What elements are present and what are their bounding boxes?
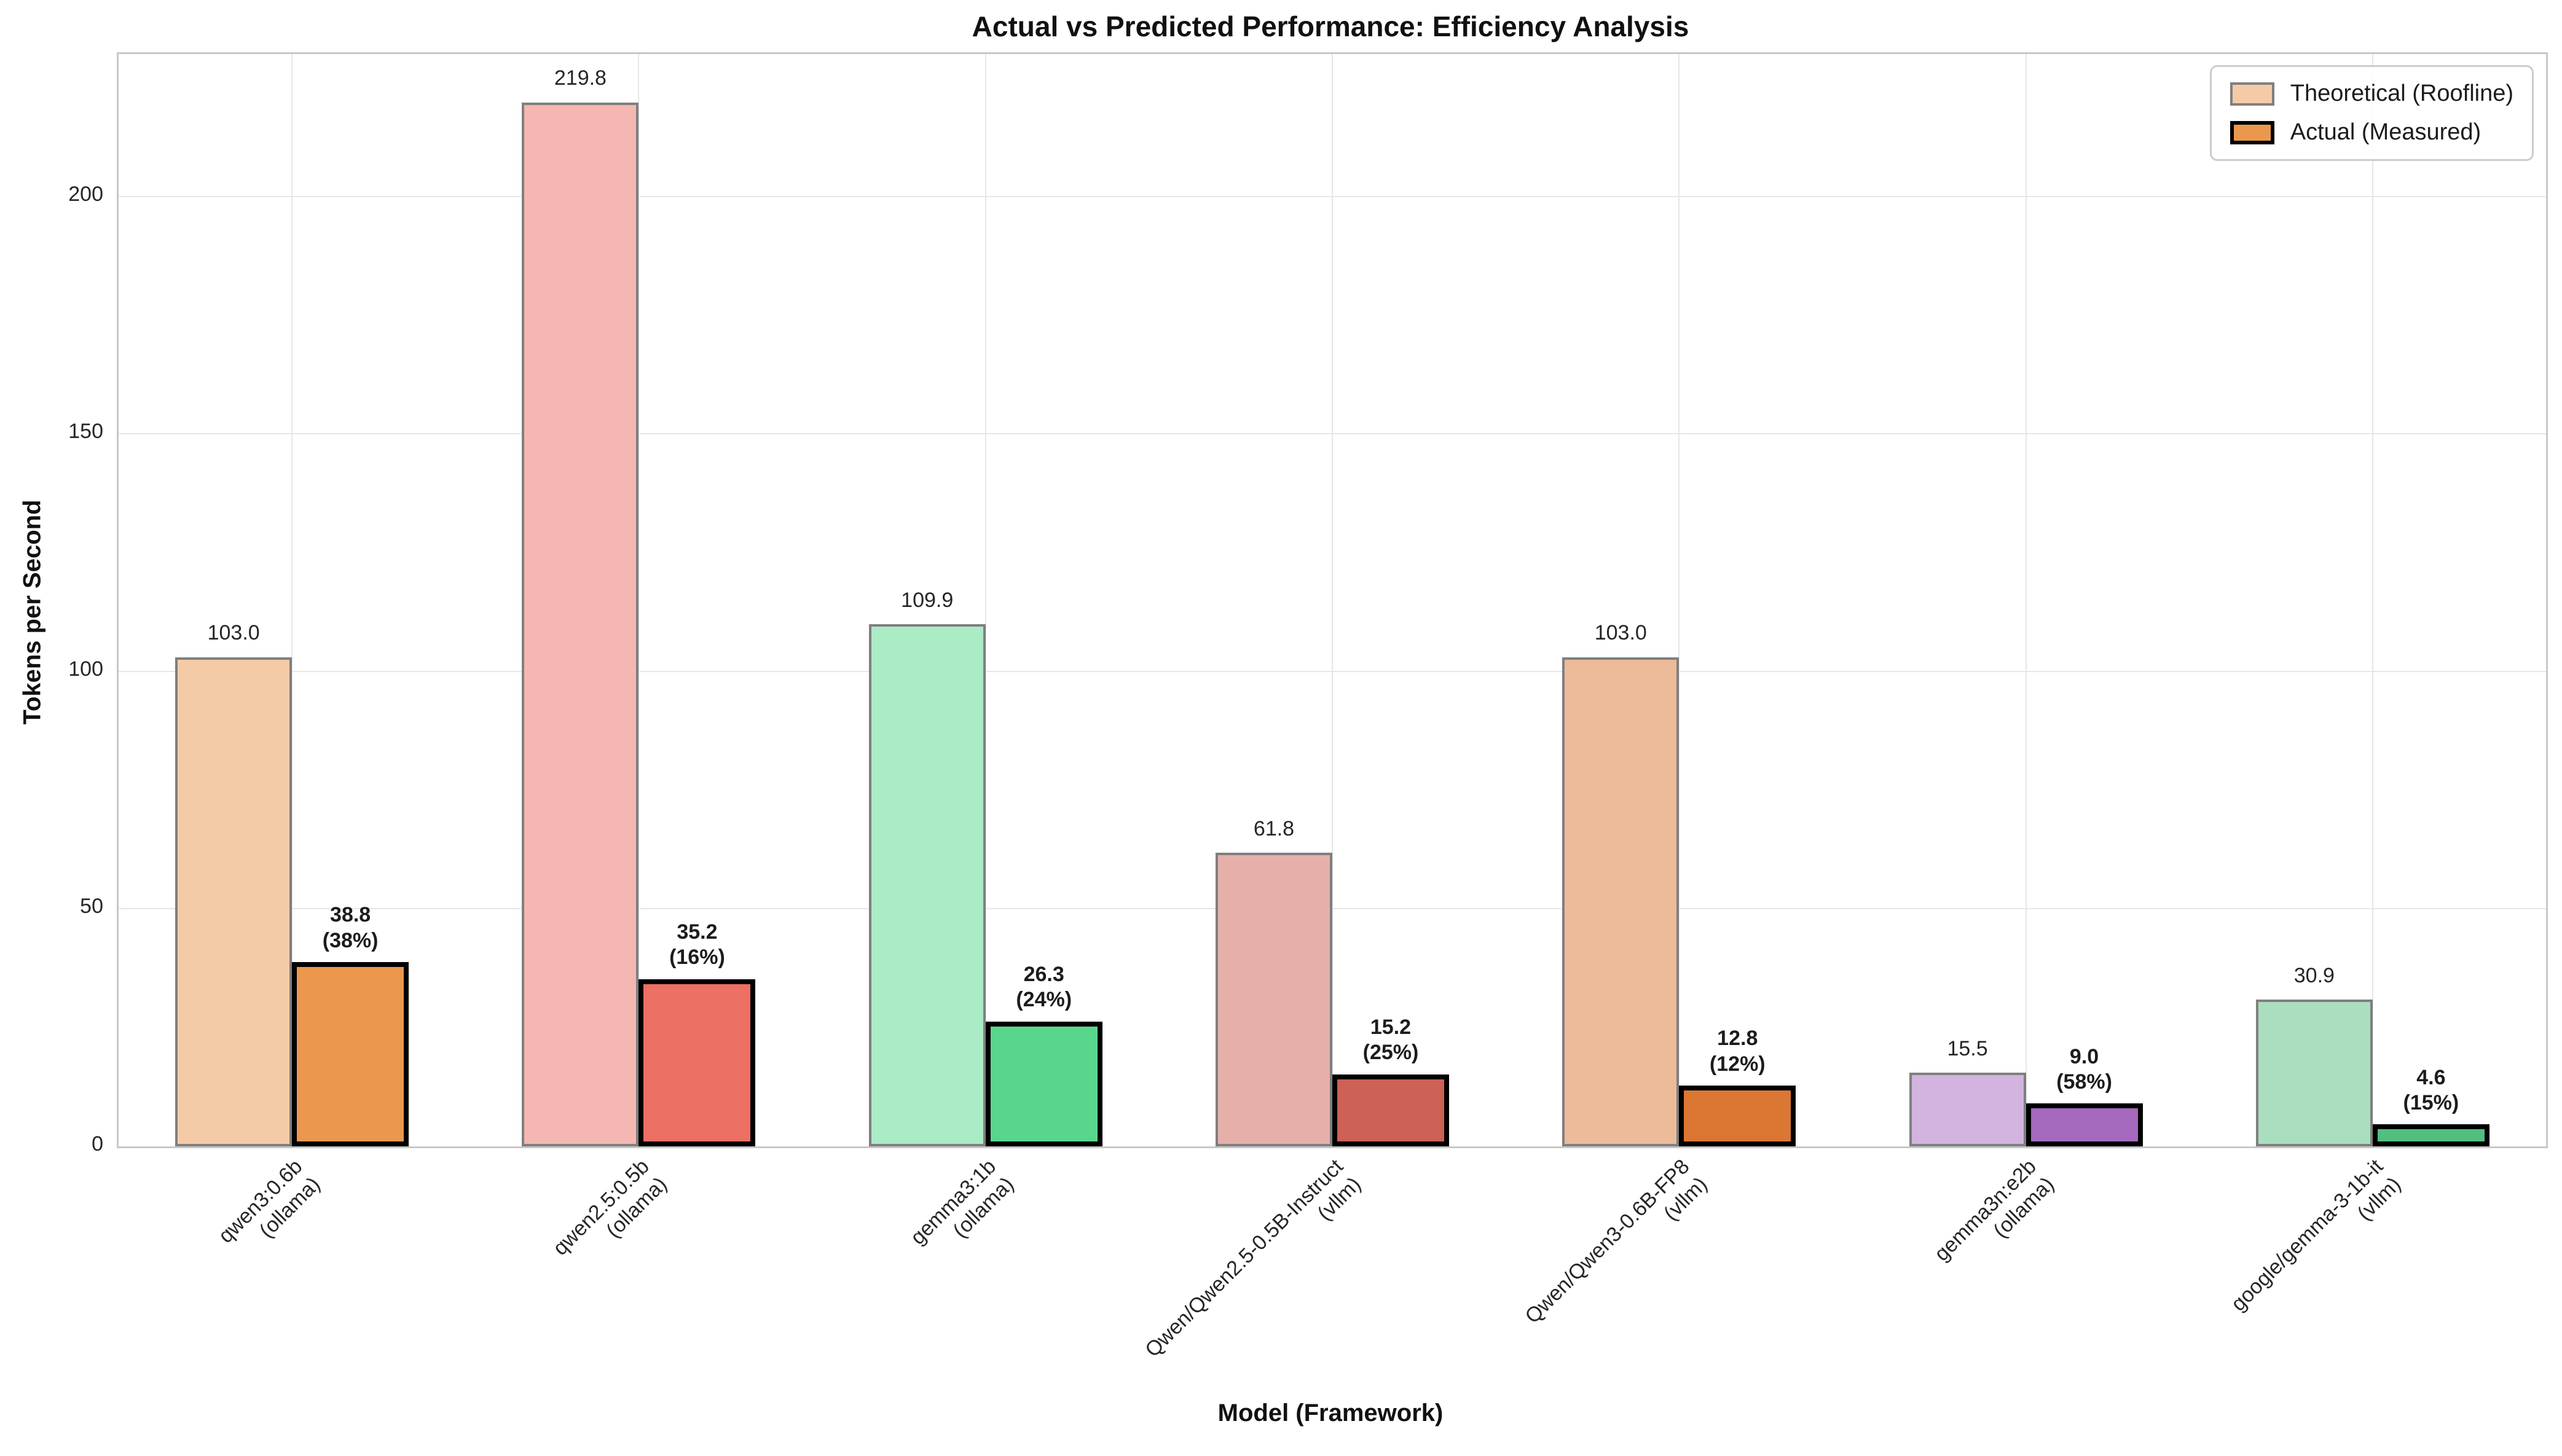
value-label-actual-0: 38.8 (38%)	[322, 903, 379, 952]
value-label-theoretical-3: 61.8	[1253, 816, 1295, 840]
value-label-actual-4: 12.8 (12%)	[1709, 1027, 1766, 1076]
value-label-theoretical-4: 103.0	[1594, 621, 1647, 645]
bar-theoretical-4	[1562, 657, 1680, 1146]
x-tick-label: qwen3:0.6b (ollama)	[214, 1154, 326, 1267]
bar-theoretical-0	[175, 657, 293, 1146]
bar-actual-1	[639, 979, 756, 1146]
gridline-vertical	[984, 54, 986, 1146]
bar-actual-0	[292, 962, 409, 1146]
gridline-vertical	[1332, 54, 1333, 1146]
x-axis-label: Model (Framework)	[1217, 1399, 1444, 1427]
bar-actual-4	[1679, 1086, 1796, 1146]
bar-actual-6	[2372, 1124, 2489, 1146]
legend-label-actual: Actual (Measured)	[2290, 119, 2481, 145]
x-tick-label-model: Qwen/Qwen2.5-0.5B-Instruct	[1140, 1154, 1348, 1362]
x-tick-label-framework: (vllm)	[2353, 1173, 2406, 1226]
value-label-actual-2: 26.3 (24%)	[1016, 962, 1072, 1012]
x-tick-label: Qwen/Qwen2.5-0.5B-Instruct (vllm)	[1140, 1154, 1367, 1381]
value-label-theoretical-2: 109.9	[901, 588, 954, 612]
value-label-theoretical-6: 30.9	[2293, 963, 2335, 987]
legend-item-actual: Actual (Measured)	[2230, 119, 2513, 146]
y-tick-label: 200	[68, 182, 103, 206]
legend-swatch-actual	[2230, 120, 2274, 144]
gridline-vertical	[638, 54, 640, 1146]
value-label-actual-1: 35.2 (16%)	[669, 920, 725, 969]
x-tick-label-framework: (vllm)	[1313, 1173, 1365, 1226]
plot-area: 103.0 38.8 (38%) 219.8 35.2 (16%) 109.9 26.3 …	[117, 52, 2548, 1148]
x-tick-label-model: Qwen/Qwen3-0.6B-FP8	[1520, 1154, 1694, 1328]
value-label-actual-6: 4.6 (15%)	[2403, 1065, 2459, 1114]
x-tick-label-framework: (vllm)	[1659, 1173, 1713, 1226]
bar-theoretical-6	[2255, 1000, 2373, 1146]
gridline-vertical	[1678, 54, 1680, 1146]
gridline-vertical	[2025, 54, 2027, 1146]
bar-theoretical-1	[522, 102, 639, 1146]
bar-theoretical-3	[1216, 853, 1332, 1146]
value-label-theoretical-1: 219.8	[554, 66, 607, 90]
x-tick-label: google/gemma-3-1b-it (vllm)	[2226, 1154, 2407, 1335]
bar-actual-2	[985, 1021, 1102, 1146]
legend-swatch-theoretical	[2230, 82, 2274, 106]
bar-actual-5	[2026, 1103, 2143, 1146]
bar-theoretical-2	[868, 624, 986, 1146]
x-tick-label: qwen2.5:0.5b (ollama)	[548, 1154, 673, 1279]
x-tick-label: gemma3:1b (ollama)	[906, 1154, 1020, 1269]
bar-actual-3	[1332, 1074, 1449, 1146]
gridline-vertical	[291, 54, 293, 1146]
bar-theoretical-5	[1909, 1073, 2026, 1146]
y-tick-label: 150	[68, 420, 103, 444]
y-tick-label: 0	[92, 1132, 103, 1156]
value-label-actual-5: 9.0 (58%)	[2056, 1044, 2112, 1094]
legend-label-theoretical: Theoretical (Roofline)	[2290, 80, 2513, 106]
value-label-actual-3: 15.2 (25%)	[1362, 1015, 1419, 1065]
y-tick-label: 50	[80, 894, 103, 918]
y-axis-label: Tokens per Second	[18, 499, 46, 725]
legend: Theoretical (Roofline) Actual (Measured)	[2209, 65, 2534, 161]
value-label-theoretical-0: 103.0	[207, 621, 260, 645]
y-tick-label: 100	[68, 657, 103, 681]
x-tick-label: gemma3n:e2b (ollama)	[1930, 1154, 2060, 1285]
x-tick-label: Qwen/Qwen3-0.6B-FP8 (vllm)	[1520, 1154, 1713, 1347]
value-label-theoretical-5: 15.5	[1947, 1036, 1988, 1060]
x-tick-label-model: google/gemma-3-1b-it	[2226, 1154, 2388, 1316]
chart-title: Actual vs Predicted Performance: Efficie…	[972, 10, 1689, 42]
gridline-vertical	[2371, 54, 2373, 1146]
legend-item-theoretical: Theoretical (Roofline)	[2230, 80, 2513, 107]
